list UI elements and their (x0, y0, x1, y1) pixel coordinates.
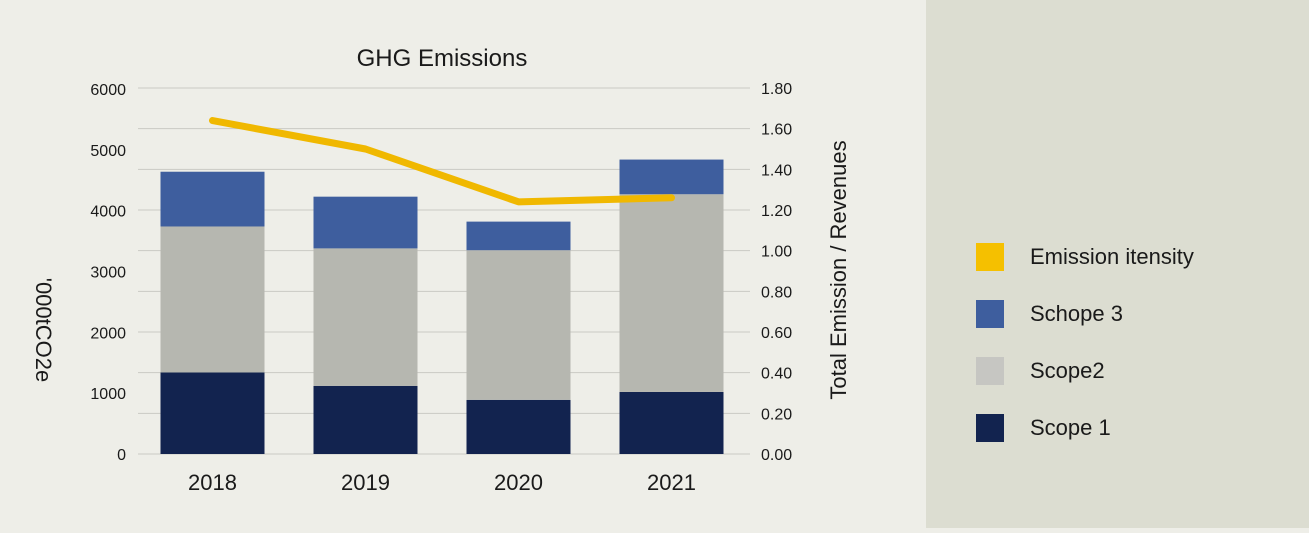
line-emission-intensity (213, 121, 672, 202)
y2-tick-label: 1.00 (761, 244, 792, 261)
bar-scope-1-2020 (467, 400, 571, 454)
y2-tick-label: 0.00 (761, 447, 792, 464)
legend-swatch-scope-3 (976, 300, 1004, 328)
bars (161, 160, 724, 454)
chart-title: GHG Emissions (357, 45, 528, 72)
legend-swatch-scope-2 (976, 357, 1004, 385)
legend-swatch-scope-1 (976, 414, 1004, 442)
y-tick-label: 4000 (90, 204, 126, 221)
x-tick-label: 2019 (341, 470, 390, 495)
y-tick-label: 0 (117, 447, 126, 464)
y2-tick-label: 0.20 (761, 406, 792, 423)
ghg-emissions-chart: GHG Emissions '000tCO2e Total Emission /… (0, 0, 926, 528)
legend-item-scope-1: Scope 1 (976, 414, 1111, 442)
intensity-line (212, 120, 671, 202)
y-tick-label: 6000 (90, 82, 126, 99)
y2-tick-label: 1.40 (761, 162, 792, 179)
y2-tick-label: 0.40 (761, 366, 792, 383)
bar-scope-1-2018 (161, 372, 265, 454)
legend-label: Emission itensity (1030, 244, 1194, 270)
bar-scope2-2018 (161, 226, 265, 372)
legend-swatch-emission-intensity (976, 243, 1004, 271)
x-tick-label: 2020 (494, 470, 543, 495)
y2-tick-label: 0.60 (761, 325, 792, 342)
y2-tick-label: 1.20 (761, 203, 792, 220)
x-tick-label: 2021 (647, 470, 696, 495)
chart-area: GHG Emissions '000tCO2e Total Emission /… (0, 0, 926, 528)
bar-schope-3-2020 (467, 222, 571, 251)
y2-tick-label: 1.60 (761, 122, 792, 139)
bar-scope2-2020 (467, 250, 571, 400)
bar-scope-1-2021 (620, 392, 724, 454)
y-tick-label: 2000 (90, 325, 126, 342)
bar-scope-1-2019 (314, 386, 418, 454)
bar-scope2-2019 (314, 248, 418, 385)
y-tick-label: 3000 (90, 265, 126, 282)
legend-label: Scope2 (1030, 358, 1105, 384)
bar-scope2-2021 (620, 194, 724, 392)
y2-axis-label: Total Emission / Revenues (826, 140, 851, 399)
legend-item-scope-3: Schope 3 (976, 300, 1123, 328)
legend-label: Schope 3 (1030, 301, 1123, 327)
y-axis-label: '000tCO2e (31, 278, 56, 383)
y-tick-label: 1000 (90, 386, 126, 403)
y2-tick-label: 0.80 (761, 284, 792, 301)
bar-schope-3-2019 (314, 197, 418, 249)
bar-schope-3-2021 (620, 160, 724, 195)
y2-tick-label: 1.80 (761, 81, 792, 98)
legend-label: Scope 1 (1030, 415, 1111, 441)
bar-schope-3-2018 (161, 172, 265, 227)
legend-item-scope-2: Scope2 (976, 357, 1105, 385)
legend-panel: Emission itensity Schope 3 Scope2 Scope … (926, 0, 1309, 528)
y-tick-label: 5000 (90, 143, 126, 160)
x-tick-label: 2018 (188, 470, 237, 495)
legend-item-emission-intensity: Emission itensity (976, 243, 1194, 271)
